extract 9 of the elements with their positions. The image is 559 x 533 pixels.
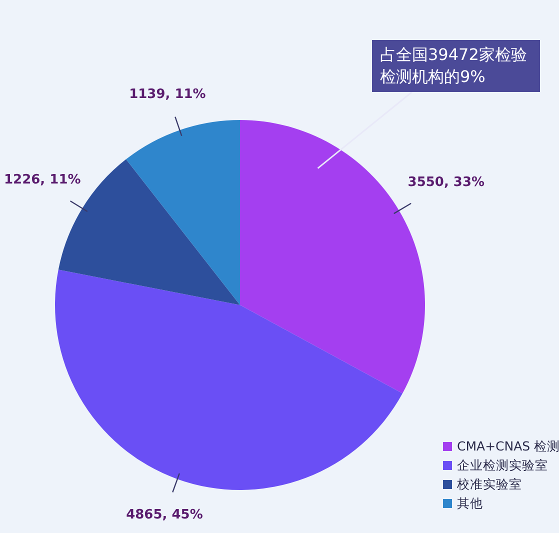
data-label: 1226, 11% <box>4 172 81 188</box>
legend-label: 其他 <box>457 495 483 510</box>
data-label: 3550, 33% <box>408 175 485 190</box>
data-label: 1139, 11% <box>129 87 206 102</box>
legend-label: CMA+CNAS 检测 <box>457 438 559 454</box>
data-label: 4865, 45% <box>126 507 203 522</box>
text: 占全国39472家检验检测机构的9% <box>372 40 540 92</box>
legend-label: 企业检测实验室 <box>457 457 548 472</box>
legend-label: 校准实验室 <box>456 476 522 492</box>
